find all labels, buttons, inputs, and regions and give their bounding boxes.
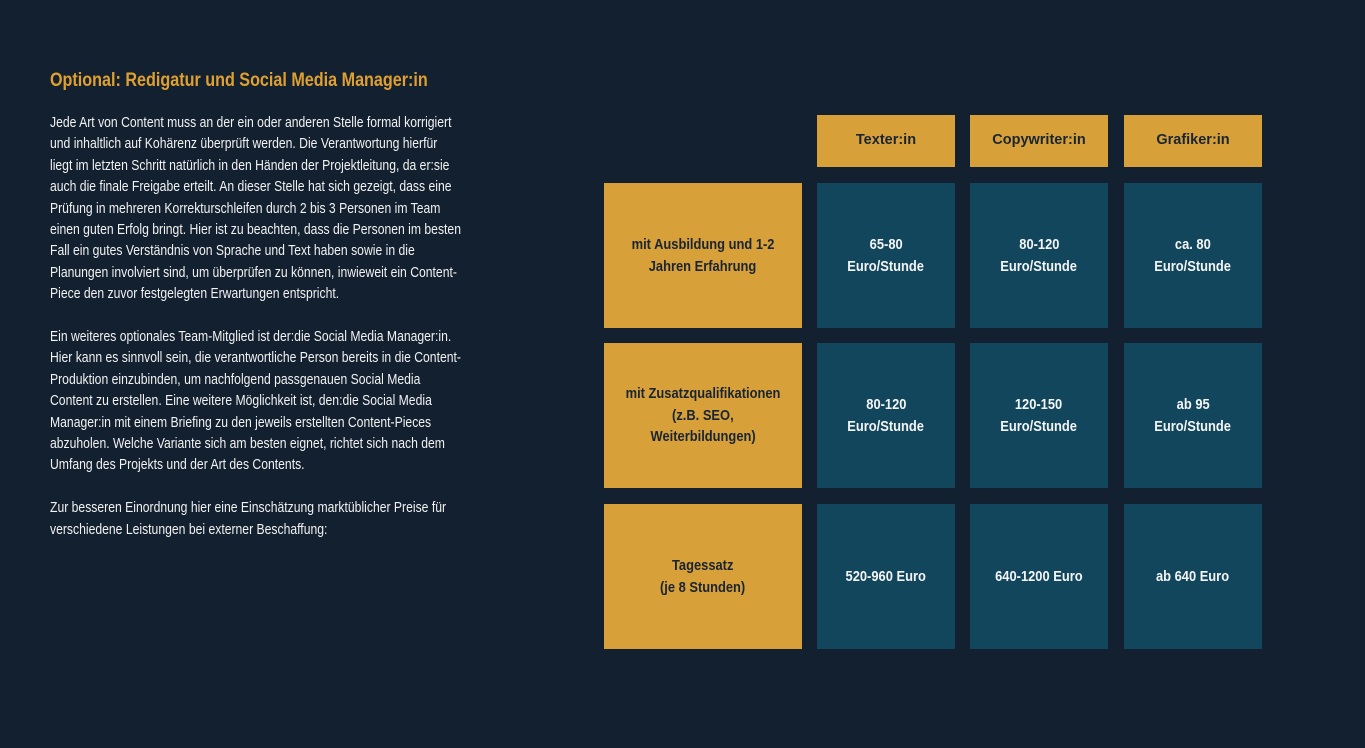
text-line: Hier kann es sinnvoll sein, die verantwo…	[50, 350, 461, 367]
text-line: Manager:in mit einem Briefing zu den jew…	[50, 414, 432, 431]
column-header: Copywriter:in	[970, 115, 1108, 167]
price-cell: 65-80 Euro/Stunde	[817, 183, 955, 328]
text-line: verschiedene Leistungen bei externer Bes…	[50, 521, 328, 538]
cell-text: Euro/Stunde	[1154, 257, 1232, 275]
paragraph: Jede Art von Content muss an der ein ode…	[50, 113, 520, 306]
cell-text: Tagessatz	[672, 557, 734, 575]
text-line: Jede Art von Content muss an der ein ode…	[50, 115, 452, 131]
price-cell: ab 640 Euro	[1124, 504, 1262, 649]
text-line: Content zu erstellen. Eine weitere Mögli…	[50, 393, 432, 410]
text-line: Zur besseren Einordnung hier eine Einsch…	[50, 500, 447, 517]
row-label: Tagessatz (je 8 Stunden)	[604, 504, 802, 649]
cell-text: 120-150	[1015, 396, 1063, 414]
cell-text: Euro/Stunde	[1000, 257, 1078, 275]
price-cell: 640-1200 Euro	[970, 504, 1108, 649]
cell-text: 80-120	[1018, 236, 1060, 254]
cell-text: Euro/Stunde	[1154, 417, 1232, 435]
row-label: mit Ausbildung und 1-2 Jahren Erfahrung	[604, 183, 802, 328]
text-line: auch die finale Freigabe erteilt. An die…	[50, 179, 452, 196]
cell-text: Euro/Stunde	[847, 257, 925, 275]
cell-text: 640-1200 Euro	[995, 567, 1083, 585]
cell-text: Euro/Stunde	[1000, 417, 1078, 435]
text-line: liegt im letzten Schritt natürlich in de…	[50, 157, 450, 174]
price-cell: 520-960 Euro	[817, 504, 955, 649]
text-line: Produktion einzubinden, um nachfolgend p…	[50, 371, 421, 388]
price-cell: ca. 80 Euro/Stunde	[1124, 183, 1262, 328]
text-line: Umfang des Projekts und der Art des Cont…	[50, 457, 305, 474]
cell-text: Jahren Erfahrung	[649, 257, 757, 275]
cell-text: mit Zusatzqualifikationen	[625, 385, 781, 403]
paragraph: Zur besseren Einordnung hier eine Einsch…	[50, 498, 520, 541]
cell-text: mit Ausbildung und 1-2	[631, 236, 775, 254]
row-label: mit Zusatzqualifikationen (z.B. SEO, Weite…	[604, 343, 802, 488]
paragraph: Ein weiteres optionales Team-Mitglied is…	[50, 327, 520, 477]
body-text: Jede Art von Content muss an der ein ode…	[50, 113, 520, 562]
column-header: Grafiker:in	[1124, 115, 1262, 167]
cell-text: Weiterbildungen)	[650, 428, 756, 446]
cell-text: 80-120	[865, 396, 907, 414]
price-cell: 80-120 Euro/Stunde	[817, 343, 955, 488]
text-line: Piece den zuvor festgelegten Erwartungen…	[50, 286, 340, 303]
price-cell: 120-150 Euro/Stunde	[970, 343, 1108, 488]
heading: Optional: Redigatur und Social Media Man…	[50, 70, 428, 91]
cell-text: 520-960 Euro	[845, 567, 927, 585]
text-line: und inhaltlich auf Kohärenz überprüft we…	[50, 136, 438, 153]
cell-text: (je 8 Stunden)	[660, 578, 746, 596]
price-cell: ab 95 Euro/Stunde	[1124, 343, 1262, 488]
cell-text: (z.B. SEO,	[672, 406, 734, 424]
text-line: Fall ein gutes Verständnis von Sprache u…	[50, 243, 415, 260]
cell-text: ab 640 Euro	[1156, 567, 1230, 585]
cell-text: Euro/Stunde	[847, 417, 925, 435]
text-line: abzuholen. Welche Variante sich am beste…	[50, 436, 445, 453]
cell-text: ab 95	[1176, 396, 1210, 414]
cell-text: 65-80	[869, 236, 903, 254]
column-header: Texter:in	[817, 115, 955, 167]
cell-text: ca. 80	[1175, 236, 1211, 254]
text-line: Ein weiteres optionales Team-Mitglied is…	[50, 329, 452, 346]
text-line: Prüfung in mehreren Korrekturschleifen d…	[50, 200, 441, 217]
text-line: einen guten Erfolg bringt. Hier ist zu b…	[50, 222, 461, 239]
price-cell: 80-120 Euro/Stunde	[970, 183, 1108, 328]
text-line: Planungen involviert sind, um überprüfen…	[50, 264, 457, 281]
